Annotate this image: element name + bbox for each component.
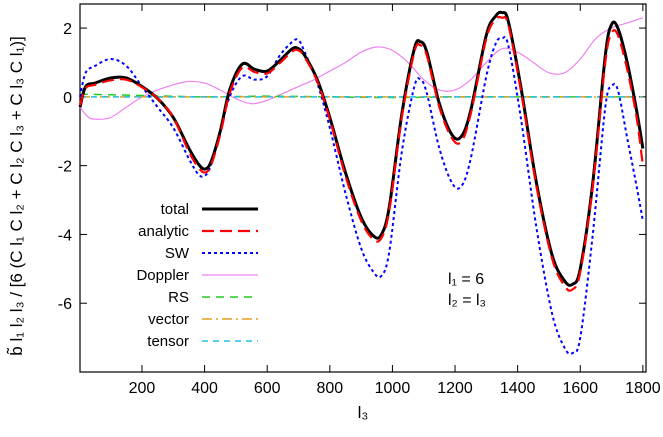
annotation-l1: l₁ = 6 xyxy=(448,271,484,288)
x-tick-label: 600 xyxy=(254,380,281,397)
legend: total analytic SW Doppler RS vector tensor xyxy=(136,201,258,350)
plot-frame xyxy=(79,3,647,373)
x-tick-label: 1400 xyxy=(500,380,536,397)
x-tick-label: 200 xyxy=(129,380,156,397)
series-line-sw xyxy=(79,35,644,355)
y-tick-label: -2 xyxy=(58,159,72,176)
y-axis-label-text: b̃ l₁ l₂ l₃ / [6 (C l₁ C l₂ + C l₂ C l₃ … xyxy=(6,36,26,355)
y-tick-label: -6 xyxy=(58,296,72,313)
axis-ticks: 200 400 600 800 1000 1200 1400 1600 1800 2 0 -2 -4 -6 xyxy=(58,4,661,397)
legend-label-doppler: Doppler xyxy=(136,267,189,284)
legend-label-sw: SW xyxy=(165,245,190,262)
series-line-analytic xyxy=(78,15,644,292)
x-tick-label: 1000 xyxy=(375,380,411,397)
x-tick-label: 1800 xyxy=(625,380,661,397)
x-tick-label: 1200 xyxy=(437,380,473,397)
legend-label-analytic: analytic xyxy=(138,223,189,240)
x-tick-label: 400 xyxy=(191,380,218,397)
y-axis-label: b̃ l₁ l₂ l₃ / [6 (C l₁ C l₂ + C l₂ C l₃ … xyxy=(6,36,26,355)
x-axis-label: l₃ xyxy=(358,403,369,422)
legend-label-total: total xyxy=(161,201,189,218)
y-tick-label: 2 xyxy=(63,21,72,38)
y-tick-label: 0 xyxy=(63,90,72,107)
series-lines xyxy=(78,10,645,355)
legend-label-rs: RS xyxy=(168,289,189,306)
y-tick-label: -4 xyxy=(58,227,72,244)
legend-label-tensor: tensor xyxy=(147,333,189,350)
series-line-doppler xyxy=(79,17,644,120)
x-tick-label: 1600 xyxy=(562,380,598,397)
legend-label-vector: vector xyxy=(148,311,189,328)
annotation-l2: l₂ = l₃ xyxy=(448,292,486,309)
x-tick-label: 800 xyxy=(316,380,343,397)
